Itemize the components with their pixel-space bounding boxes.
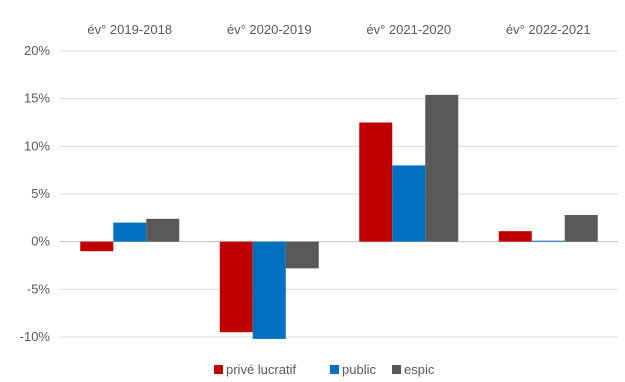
bar [252, 241, 286, 339]
legend-swatch [392, 365, 401, 374]
category-label: év° 2021-2020 [366, 22, 451, 37]
legend-label: public [342, 362, 376, 377]
category-label: év° 2022-2021 [506, 22, 591, 37]
category-label: év° 2020-2019 [227, 22, 312, 37]
y-tick-label: 5% [31, 186, 50, 201]
bar [498, 231, 532, 242]
y-tick-label: 20% [24, 43, 50, 58]
bar [425, 94, 459, 242]
y-tick-label: 10% [24, 138, 50, 153]
legend-label: espic [404, 362, 435, 377]
legend-label: privé lucratif [226, 362, 296, 377]
y-tick-label: -5% [27, 281, 51, 296]
legend-swatch [214, 365, 223, 374]
y-tick-label: -10% [20, 329, 51, 344]
category-labels: év° 2019-2018 év° 2020-2019 év° 2021-2020 é… [87, 22, 590, 37]
bar [113, 222, 147, 242]
bar [146, 218, 180, 242]
category-label: év° 2019-2018 [87, 22, 172, 37]
bar [285, 241, 319, 269]
y-tick-label: 15% [24, 91, 50, 106]
bar [564, 214, 598, 242]
bar [531, 240, 565, 242]
bar [219, 241, 253, 333]
legend-swatch [330, 365, 339, 374]
bar [392, 165, 426, 242]
bars [80, 94, 598, 339]
legend: privé lucratif public espic [214, 362, 435, 377]
y-axis: -10% -5% 0% 5% 10% 15% 20% [20, 43, 51, 344]
bar [80, 241, 114, 252]
bar [359, 122, 393, 242]
gridlines [60, 50, 618, 338]
y-tick-label: 0% [31, 234, 50, 249]
